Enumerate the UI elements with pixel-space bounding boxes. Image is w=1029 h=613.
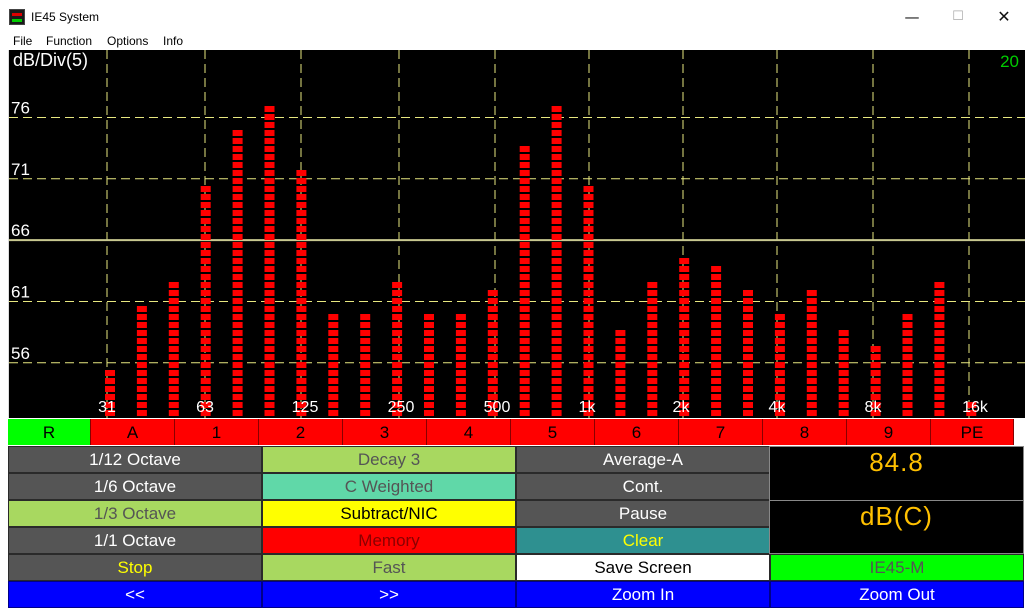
- menu-function[interactable]: Function: [46, 34, 93, 48]
- y-tick-label: 61: [11, 282, 30, 301]
- selector-button[interactable]: A: [91, 419, 175, 445]
- level-value: 84.8: [869, 447, 924, 477]
- x-tick-label: 63: [196, 399, 214, 416]
- selector-button[interactable]: 9: [847, 419, 931, 445]
- selector-button[interactable]: R: [8, 419, 91, 445]
- next-button[interactable]: >>: [262, 581, 516, 608]
- y-tick-label: 66: [11, 221, 30, 240]
- selector-button[interactable]: 6: [595, 419, 679, 445]
- y-axis-label: dB/Div(5): [13, 50, 88, 70]
- menu-info[interactable]: Info: [163, 34, 184, 48]
- minimize-button[interactable]: —: [904, 8, 920, 26]
- unit-readout: dB(C): [769, 500, 1024, 554]
- selector-button[interactable]: 4: [427, 419, 511, 445]
- clear-button[interactable]: Clear: [516, 527, 770, 554]
- zoom-in-button[interactable]: Zoom In: [516, 581, 770, 608]
- c-weighted-button[interactable]: C Weighted: [262, 473, 516, 500]
- memory-button[interactable]: Memory: [262, 527, 516, 554]
- cont-button[interactable]: Cont.: [516, 473, 770, 500]
- subtract-nic-button[interactable]: Subtract/NIC: [262, 500, 516, 527]
- fast-button[interactable]: Fast: [262, 554, 516, 581]
- bar: [360, 314, 371, 416]
- bar: [136, 306, 147, 416]
- bar: [679, 258, 690, 416]
- octave-1-3-button[interactable]: 1/3 Octave: [8, 500, 262, 527]
- bar: [264, 106, 275, 416]
- spectrum-chart-svg: 56 61 66 71 76 31 63 125 250 500 1k 2k 4k 8k 16k dB/Div…: [9, 50, 1025, 418]
- bar: [519, 146, 530, 416]
- menu-bar: File Function Options Info: [0, 33, 1029, 50]
- range-indicator: 20: [1000, 52, 1019, 71]
- octave-1-12-button[interactable]: 1/12 Octave: [8, 446, 262, 473]
- selector-button[interactable]: PE: [931, 419, 1014, 445]
- x-tick-label: 2k: [673, 399, 691, 416]
- menu-file[interactable]: File: [13, 34, 33, 48]
- selector-button[interactable]: 1: [175, 419, 259, 445]
- window-title: IE45 System: [31, 10, 100, 24]
- average-a-button[interactable]: Average-A: [516, 446, 770, 473]
- bar: [774, 314, 785, 416]
- title-bar: IE45 System — ☐ ✕: [0, 0, 1029, 34]
- bar: [392, 282, 403, 416]
- bar: [232, 130, 243, 416]
- y-tick-label: 56: [11, 344, 30, 363]
- x-tick-label: 1k: [579, 399, 597, 416]
- stop-button[interactable]: Stop: [8, 554, 262, 581]
- bar: [711, 266, 722, 416]
- spectrum-chart: 56 61 66 71 76 31 63 125 250 500 1k 2k 4k 8k 16k dB/Div…: [8, 50, 1025, 418]
- x-tick-label: 250: [388, 399, 415, 416]
- x-tick-label: 500: [484, 399, 511, 416]
- bar: [168, 282, 179, 416]
- selector-button[interactable]: 7: [679, 419, 763, 445]
- bar: [870, 346, 881, 416]
- pause-button[interactable]: Pause: [516, 500, 770, 527]
- bar: [806, 290, 817, 416]
- selector-button[interactable]: 5: [511, 419, 595, 445]
- menu-options[interactable]: Options: [107, 34, 149, 48]
- bar: [424, 314, 434, 416]
- maximize-button[interactable]: ☐: [952, 9, 964, 24]
- decay-button[interactable]: Decay 3: [262, 446, 516, 473]
- bar: [551, 106, 562, 416]
- save-screen-button[interactable]: Save Screen: [516, 554, 770, 581]
- ie45-m-button[interactable]: IE45-M: [770, 554, 1024, 581]
- bar: [934, 282, 945, 416]
- app-icon: [9, 9, 25, 25]
- y-tick-label: 71: [11, 160, 30, 179]
- y-tick-label: 76: [11, 98, 30, 117]
- x-tick-label: 4k: [769, 399, 787, 416]
- bar: [966, 402, 977, 416]
- selector-button[interactable]: 2: [259, 419, 343, 445]
- x-tick-label: 16k: [962, 399, 989, 416]
- octave-1-6-button[interactable]: 1/6 Octave: [8, 473, 262, 500]
- bar: [615, 330, 626, 416]
- level-readout: 84.8: [769, 446, 1024, 501]
- bar: [902, 314, 913, 416]
- x-tick-label: 125: [292, 399, 319, 416]
- bar: [328, 314, 339, 416]
- bar: [105, 370, 115, 416]
- x-tick-label: 8k: [865, 399, 883, 416]
- selector-button[interactable]: 3: [343, 419, 427, 445]
- bar: [200, 186, 211, 416]
- bar: [647, 282, 658, 416]
- bar: [838, 330, 849, 416]
- close-button[interactable]: ✕: [997, 7, 1011, 26]
- level-unit: dB(C): [860, 501, 933, 531]
- x-tick-label: 31: [98, 399, 116, 416]
- prev-button[interactable]: <<: [8, 581, 262, 608]
- bar: [455, 314, 466, 416]
- octave-1-1-button[interactable]: 1/1 Octave: [8, 527, 262, 554]
- bar: [743, 290, 753, 416]
- selector-row: R A 1 2 3 4 5 6 7 8 9 PE: [8, 419, 1024, 446]
- zoom-out-button[interactable]: Zoom Out: [770, 581, 1024, 608]
- bar: [487, 290, 498, 416]
- selector-button[interactable]: 8: [763, 419, 847, 445]
- bar: [296, 170, 307, 416]
- bar: [583, 186, 594, 416]
